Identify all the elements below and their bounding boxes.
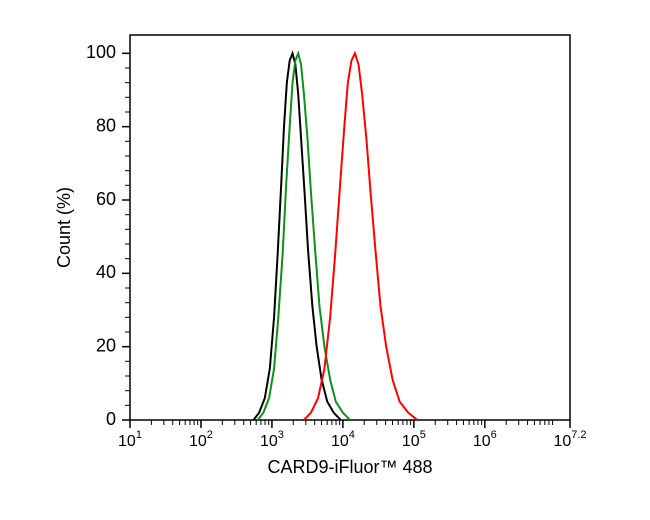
y-tick-label: 0 — [106, 409, 116, 429]
x-tick-label: 104 — [331, 429, 355, 450]
y-tick-label: 100 — [86, 42, 116, 62]
x-tick-label: 101 — [118, 429, 142, 450]
y-tick-label: 80 — [96, 115, 116, 135]
x-tick-label: 106 — [473, 429, 497, 450]
y-tick-label: 40 — [96, 262, 116, 282]
chart-svg: 0 20 40 60 80 100 Count (%) 101 102 103 104 105 106 1… — [0, 0, 650, 520]
series-stained — [304, 53, 418, 420]
y-tick-label: 20 — [96, 335, 116, 355]
x-tick-label: 107.2 — [553, 429, 586, 450]
flow-cytometry-histogram: 0 20 40 60 80 100 Count (%) 101 102 103 104 105 106 1… — [0, 0, 650, 520]
x-tick-label: 102 — [189, 429, 213, 450]
y-axis-title: Count (%) — [54, 187, 74, 268]
x-tick-label: 103 — [260, 429, 284, 450]
x-tick-label: 105 — [402, 429, 426, 450]
y-tick-label: 60 — [96, 189, 116, 209]
plot-border — [130, 35, 570, 420]
x-axis-title: CARD9-iFluor™ 488 — [267, 457, 432, 477]
